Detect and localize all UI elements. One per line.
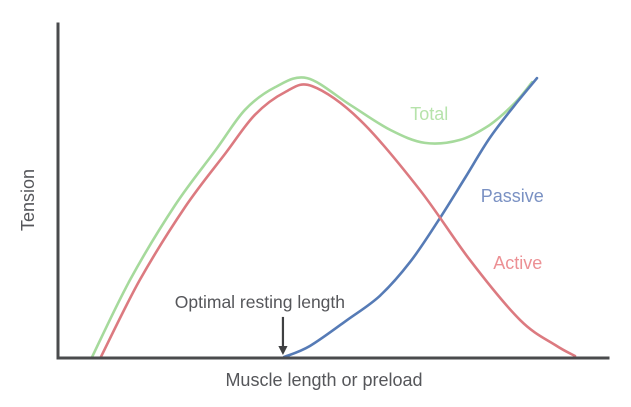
curve-passive bbox=[282, 76, 539, 359]
curve-total bbox=[90, 76, 534, 359]
curve-active bbox=[99, 83, 577, 359]
x-axis-label: Muscle length or preload bbox=[225, 370, 422, 390]
arrow-head bbox=[278, 345, 288, 355]
series-label-total: Total bbox=[410, 104, 448, 124]
optimal-length-arrow bbox=[278, 316, 288, 355]
series-label-active: Active bbox=[493, 253, 542, 273]
curves-group bbox=[90, 76, 577, 359]
series-label-passive: Passive bbox=[481, 186, 544, 206]
annotation-optimal-resting-length: Optimal resting length bbox=[175, 292, 345, 312]
axes bbox=[56, 22, 610, 360]
y-axis-label: Tension bbox=[18, 169, 38, 231]
